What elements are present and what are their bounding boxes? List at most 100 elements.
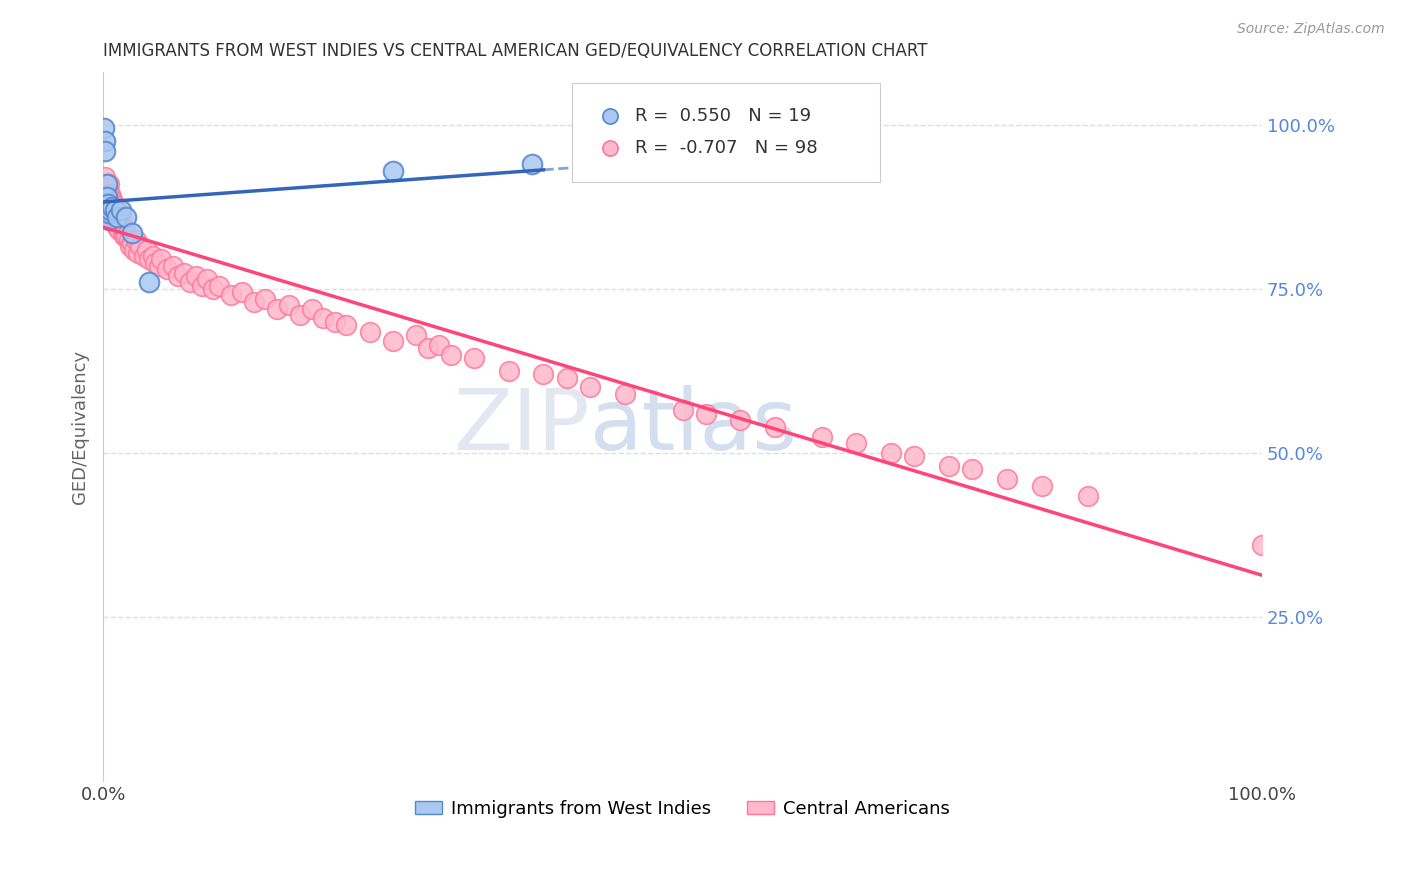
Point	[115, 210, 138, 224]
Point	[381, 164, 404, 178]
Point	[695, 407, 717, 421]
Point	[96, 190, 118, 204]
Point	[103, 210, 125, 224]
Point	[101, 200, 124, 214]
Point	[104, 210, 127, 224]
Point	[219, 288, 242, 302]
Point	[381, 334, 404, 349]
Point	[266, 301, 288, 316]
Point	[231, 285, 253, 300]
Point	[103, 196, 125, 211]
Point	[101, 213, 124, 227]
Point	[254, 292, 277, 306]
Point	[98, 206, 121, 220]
Point	[143, 255, 166, 269]
Point	[97, 177, 120, 191]
Point	[110, 216, 132, 230]
Point	[108, 223, 131, 237]
Text: Source: ZipAtlas.com: Source: ZipAtlas.com	[1237, 22, 1385, 37]
Point	[105, 203, 128, 218]
Point	[613, 387, 636, 401]
Point	[880, 446, 903, 460]
Point	[555, 370, 578, 384]
Point	[671, 403, 693, 417]
Point	[117, 233, 139, 247]
Point	[190, 278, 212, 293]
Point	[94, 170, 117, 185]
Point	[104, 203, 127, 218]
Point	[105, 210, 128, 224]
Legend: Immigrants from West Indies, Central Americans: Immigrants from West Indies, Central Ame…	[408, 793, 957, 825]
Point	[427, 337, 450, 351]
Point	[599, 158, 621, 172]
Point	[101, 194, 124, 208]
Text: IMMIGRANTS FROM WEST INDIES VS CENTRAL AMERICAN GED/EQUIVALENCY CORRELATION CHAR: IMMIGRANTS FROM WEST INDIES VS CENTRAL A…	[103, 42, 928, 60]
Point	[520, 157, 543, 171]
Point	[98, 203, 121, 218]
Point	[1031, 479, 1053, 493]
Point	[105, 219, 128, 234]
Point	[115, 229, 138, 244]
Text: R =  -0.707   N = 98: R = -0.707 N = 98	[636, 139, 818, 157]
Point	[903, 449, 925, 463]
Point	[97, 184, 120, 198]
Point	[97, 203, 120, 218]
Point	[197, 272, 219, 286]
Point	[960, 462, 983, 476]
Point	[142, 249, 165, 263]
Point	[138, 276, 160, 290]
Point	[97, 186, 120, 201]
Point	[104, 213, 127, 227]
Point	[97, 194, 120, 208]
Point	[1077, 489, 1099, 503]
Point	[96, 196, 118, 211]
Point	[136, 243, 159, 257]
Point	[173, 266, 195, 280]
Point	[101, 203, 124, 218]
Point	[94, 190, 117, 204]
Point	[202, 282, 225, 296]
Point	[179, 276, 201, 290]
Point	[405, 327, 427, 342]
Point	[97, 206, 120, 220]
Point	[93, 121, 115, 136]
Point	[98, 186, 121, 201]
Text: R =  0.550   N = 19: R = 0.550 N = 19	[636, 107, 811, 125]
Point	[132, 249, 155, 263]
Point	[121, 235, 143, 250]
Point	[184, 268, 207, 283]
Point	[156, 262, 179, 277]
Point	[301, 301, 323, 316]
Text: atlas: atlas	[589, 385, 797, 468]
Point	[93, 184, 115, 198]
Point	[127, 245, 149, 260]
Point	[97, 213, 120, 227]
Point	[124, 243, 146, 257]
Point	[97, 200, 120, 214]
Point	[312, 311, 335, 326]
Point	[288, 308, 311, 322]
Point	[599, 188, 621, 202]
Point	[100, 200, 122, 214]
Point	[730, 413, 752, 427]
Point	[440, 347, 463, 361]
Point	[124, 233, 146, 247]
Point	[162, 259, 184, 273]
Point	[97, 196, 120, 211]
Point	[114, 223, 136, 237]
Point	[578, 380, 600, 394]
Y-axis label: GED/Equivalency: GED/Equivalency	[72, 350, 89, 504]
Point	[138, 252, 160, 267]
Point	[100, 210, 122, 224]
Point	[277, 298, 299, 312]
Point	[94, 134, 117, 148]
Point	[416, 341, 439, 355]
Point	[111, 226, 134, 240]
Point	[242, 295, 264, 310]
Point	[995, 472, 1018, 486]
Point	[97, 203, 120, 218]
Point	[533, 368, 555, 382]
Point	[118, 239, 141, 253]
Point	[150, 252, 173, 267]
Point	[94, 144, 117, 158]
